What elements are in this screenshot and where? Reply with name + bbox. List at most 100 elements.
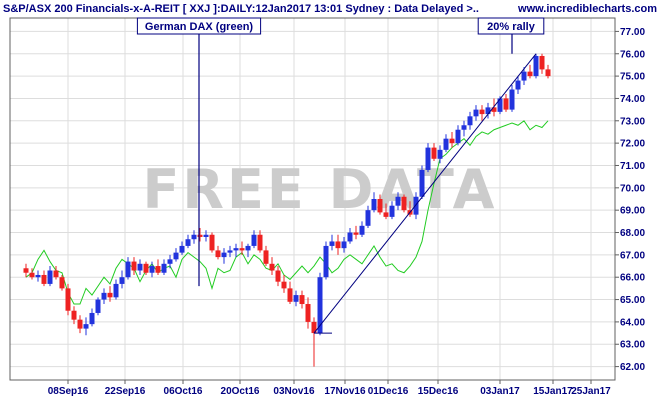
candle: [461, 120, 467, 137]
candle: [419, 165, 425, 199]
y-tick-label: 76.00: [620, 49, 645, 60]
candle: [311, 317, 317, 367]
y-tick-label: 74.00: [620, 94, 645, 105]
candle: [239, 241, 245, 255]
candle-body: [473, 109, 479, 117]
candle-body: [215, 250, 221, 258]
candle-body: [347, 232, 353, 242]
y-tick-label: 62.00: [620, 362, 645, 373]
candle-body: [425, 147, 431, 170]
x-tick-label: 06Oct16: [164, 386, 203, 397]
candle-body: [317, 277, 323, 334]
candle: [545, 64, 551, 79]
candle: [71, 306, 77, 325]
candle-body: [491, 107, 497, 112]
candle-body: [251, 234, 257, 246]
candle-body: [335, 241, 341, 249]
candle: [515, 76, 521, 94]
candle: [89, 308, 95, 327]
candle-body: [359, 225, 365, 235]
candle-body: [299, 295, 305, 305]
candle: [431, 143, 437, 162]
candle-body: [161, 263, 167, 273]
chart-title: S&P/ASX 200 Financials-x-A-REIT [ XXJ ]:…: [3, 3, 479, 15]
candle: [35, 270, 41, 282]
y-tick-label: 65.00: [620, 295, 645, 306]
candle: [155, 259, 161, 275]
candle-body: [329, 241, 335, 246]
candle: [521, 67, 527, 86]
candle-body: [497, 98, 503, 112]
candle-body: [83, 324, 89, 329]
candle: [107, 286, 113, 302]
x-tick-label: 08Sep16: [48, 386, 89, 397]
candle-body: [353, 232, 359, 235]
candle-body: [119, 277, 125, 284]
candle-body: [515, 80, 521, 90]
candle: [347, 228, 353, 244]
y-tick-label: 66.00: [620, 273, 645, 284]
candle-body: [77, 319, 83, 329]
candle-body: [41, 274, 47, 284]
y-tick-label: 69.00: [620, 206, 645, 217]
candle: [425, 143, 431, 173]
candle-body: [137, 263, 143, 271]
y-axis: 62.00 63.00 64.00 65.00 66.00 67.00 68.00 69.00…: [615, 27, 645, 373]
candle: [359, 221, 365, 237]
comparison-layer: [25, 120, 549, 305]
candle-body: [35, 274, 41, 278]
candle: [221, 248, 227, 264]
candle-body: [71, 310, 77, 320]
candle: [65, 283, 71, 316]
candle: [263, 245, 269, 267]
candle: [161, 259, 167, 275]
site-link[interactable]: www.incrediblecharts.com: [517, 3, 657, 15]
candle-body: [383, 212, 389, 217]
candle-body: [401, 196, 407, 211]
candle-body: [377, 199, 383, 213]
candle-body: [419, 169, 425, 197]
candle-body: [467, 116, 473, 126]
candle: [287, 281, 293, 305]
candle: [281, 274, 287, 293]
watermark: FREE DATA: [143, 158, 498, 221]
y-tick-label: 73.00: [620, 116, 645, 127]
candle-body: [431, 147, 437, 159]
candle: [341, 236, 347, 253]
candle: [473, 105, 479, 121]
candle: [191, 230, 197, 244]
candle-body: [167, 259, 173, 264]
x-tick-label: 22Sep16: [105, 386, 146, 397]
candle: [365, 205, 371, 229]
candle: [275, 266, 281, 287]
candle-body: [461, 125, 467, 130]
candle: [371, 192, 377, 213]
candle-body: [59, 277, 65, 289]
y-tick-label: 72.00: [620, 139, 645, 150]
candle-body: [89, 312, 95, 325]
candle: [119, 270, 125, 289]
candle-body: [287, 288, 293, 302]
annotation-label: 20% rally: [487, 21, 536, 33]
candle-body: [443, 138, 449, 150]
candle: [383, 203, 389, 220]
candle-body: [455, 129, 461, 144]
candle-body: [311, 321, 317, 334]
candle-body: [131, 261, 137, 271]
candle: [101, 288, 107, 305]
candle-body: [371, 199, 377, 211]
candle: [443, 134, 449, 153]
candle-body: [389, 205, 395, 217]
candle: [251, 230, 257, 249]
annotation-box: [477, 17, 545, 35]
candle: [41, 270, 47, 287]
candle-body: [323, 245, 329, 278]
candle-body: [197, 234, 203, 237]
candle: [29, 268, 35, 280]
annotations-layer: German DAX (green) 20% rally: [136, 17, 545, 287]
candle-body: [107, 292, 113, 298]
candle-body: [47, 270, 53, 284]
x-tick-label: 03Jan17: [480, 386, 520, 397]
x-tick-label: 17Nov16: [324, 386, 366, 397]
